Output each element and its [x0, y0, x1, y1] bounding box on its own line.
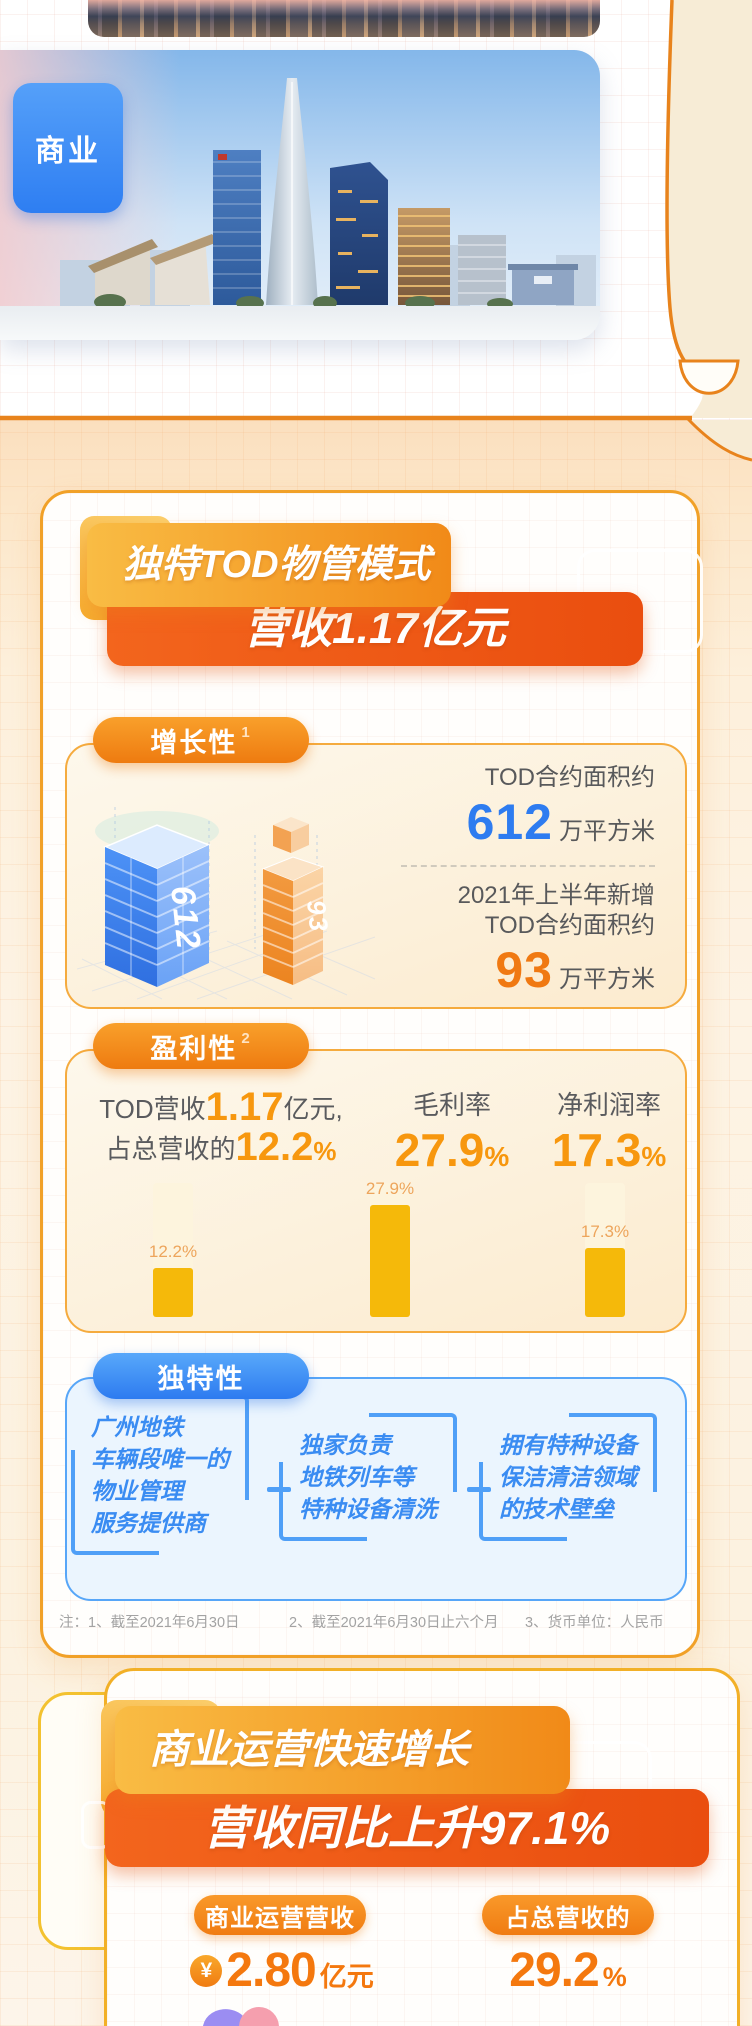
growth-panel: 612 93 [65, 743, 687, 1009]
growth-stat1-label: TOD合约面积约 [484, 764, 655, 791]
revenue-amount: 2.80 [226, 1944, 316, 1997]
commercial-title-revenue-banner: 营收同比上升97.1% [105, 1789, 709, 1867]
share-amount: 29.2 [509, 1944, 599, 1997]
growth-stat1-unit: 万平方米 [559, 818, 655, 845]
unique-item-line: 车辆段唯一的 [91, 1446, 229, 1472]
commercial-revenue-pill: 商业运营营收 [194, 1895, 366, 1935]
unique-item-line: 服务提供商 [91, 1510, 206, 1536]
unique-item-line: 广州地铁 [91, 1414, 183, 1440]
footnote-marker: 2 [241, 1029, 252, 1047]
growth-stat2-label2: TOD合约面积约 [484, 912, 655, 939]
bar-fill-net-margin: 17.3% [581, 1222, 629, 1317]
profit-col2-label: 毛利率 [412, 1090, 491, 1120]
share-unit: % [602, 1962, 627, 1992]
uniqueness-badge: 独特性 [93, 1353, 309, 1399]
bracket-top-right [368, 1413, 457, 1492]
footnote-3: 3、货币单位：人民币 [525, 1615, 664, 1631]
category-button-commerce[interactable]: 商业 [13, 83, 123, 213]
commercial-revenue-value: ¥ 2.80 亿元 [177, 1943, 387, 1998]
profit-col-revenue: TOD营收1.17亿元, 占总营收的12.2% [75, 1087, 367, 1167]
unique-item-line: 拥有特种设备 [499, 1432, 637, 1458]
growth-badge: 增长性 1 [93, 717, 309, 763]
profit-col1-suffix: 亿元, [283, 1094, 343, 1124]
profit-col-gross-margin: 毛利率 27.9% [372, 1087, 532, 1177]
bar-label: 27.9% [365, 1179, 415, 1199]
unique-item-line: 特种设备清洗 [299, 1496, 437, 1522]
bracket-bottom-left [479, 1462, 568, 1541]
connector [467, 1487, 491, 1492]
bar-fill-revenue-share: 12.2% [149, 1242, 197, 1317]
tower-orange: 93 [261, 817, 334, 985]
uniqueness-item-2: 独家负责 地铁列车等 特种设备清洗 [279, 1413, 457, 1541]
tod-title-banner: 独特TOD物管模式 [87, 523, 451, 607]
profit-col3-label: 净利润率 [556, 1090, 661, 1120]
bar-fill-gross-margin: 27.9% [366, 1179, 414, 1317]
profit-panel: TOD营收1.17亿元, 占总营收的12.2% 毛利率 27.9% 净利润率 1… [65, 1049, 687, 1333]
uniqueness-item-3: 拥有特种设备 保洁清洁领域 的技术壁垒 [479, 1413, 657, 1541]
bar-label: 17.3% [580, 1221, 630, 1241]
bracket-top-right [160, 1395, 249, 1500]
unique-item-line: 保洁清洁领域 [499, 1464, 637, 1490]
bar-label: 12.2% [148, 1242, 198, 1262]
profit-badge: 盈利性 2 [93, 1023, 309, 1069]
tower-blue-value: 612 [163, 884, 208, 953]
uniqueness-panel: 广州地铁 车辆段唯一的 物业管理 服务提供商 独家负责 地铁列车等 特种设备清洗… [65, 1377, 687, 1601]
profit-col1-prefix: TOD营收 [99, 1094, 206, 1124]
growth-stat2-label1: 2021年上半年新增 [457, 882, 655, 909]
commercial-section-card: 营收同比上升97.1% 商业运营快速增长 商业运营营收 占总营收的 ¥ 2.80… [81, 1668, 740, 2026]
tower-bar-illustration: 612 93 [77, 807, 376, 1000]
page-curl-decoration [0, 0, 752, 462]
profit-col1-line2-value: 12.2 [235, 1125, 314, 1169]
revenue-share-pill: 占总营收的 [482, 1895, 654, 1935]
revenue-unit: 亿元 [319, 1962, 374, 1992]
connector [267, 1487, 291, 1492]
unique-item-line: 物业管理 [91, 1478, 183, 1504]
divider [401, 865, 655, 867]
bar-track-net-margin: 17.3% [581, 1183, 629, 1317]
sunset-city-photo [88, 0, 600, 37]
tower-orange-value: 93 [301, 898, 334, 934]
unique-item-line: 地铁列车等 [299, 1464, 414, 1490]
growth-stat2-unit: 万平方米 [559, 966, 655, 993]
yuan-coin-icon: ¥ [190, 1954, 223, 1987]
growth-stat1-value: 612 [466, 794, 553, 850]
bracket-bottom-left [279, 1462, 368, 1541]
profit-col3-suffix: % [641, 1141, 667, 1172]
bar-track-gross-margin: 27.9% [366, 1179, 414, 1317]
profit-col-net-margin: 净利润率 17.3% [529, 1087, 689, 1177]
illustration-pink-blob [239, 2007, 279, 2026]
profit-col1-line2-prefix: 占总营收的 [105, 1134, 236, 1164]
revenue-share-value: 29.2 % [482, 1943, 654, 1998]
unique-item-line: 独家负责 [299, 1432, 391, 1458]
growth-stat2-value: 93 [495, 942, 553, 998]
growth-stats: TOD合约面积约 612 万平方米 2021年上半年新增 TOD合约面积约 93… [365, 763, 655, 999]
bar-track-revenue-share: 12.2% [149, 1183, 197, 1317]
unique-item-line: 的技术壁垒 [499, 1496, 614, 1522]
footnote-marker: 1 [241, 723, 252, 741]
profit-col3-value: 17.3 [551, 1124, 642, 1176]
footnote-2: 2、截至2021年6月30日止六个月 [289, 1615, 499, 1631]
commercial-title-banner: 商业运营快速增长 [115, 1706, 570, 1794]
profit-col1-value: 1.17 [205, 1085, 284, 1129]
uniqueness-item-1: 广州地铁 车辆段唯一的 物业管理 服务提供商 [71, 1395, 249, 1555]
bracket-bottom-left [71, 1450, 160, 1555]
footnote-1: 注：1、截至2021年6月30日 [59, 1615, 240, 1631]
profit-col1-line2-suffix: % [313, 1136, 337, 1166]
profit-col2-suffix: % [484, 1141, 510, 1172]
tod-section-card: 营收1.17亿元 独特TOD物管模式 [40, 490, 703, 1658]
tower-blue: 612 [103, 824, 211, 987]
skyline-photo-card: 商业 [0, 50, 600, 340]
profit-col2-value: 27.9 [394, 1124, 485, 1176]
bracket-top-right [568, 1413, 657, 1492]
